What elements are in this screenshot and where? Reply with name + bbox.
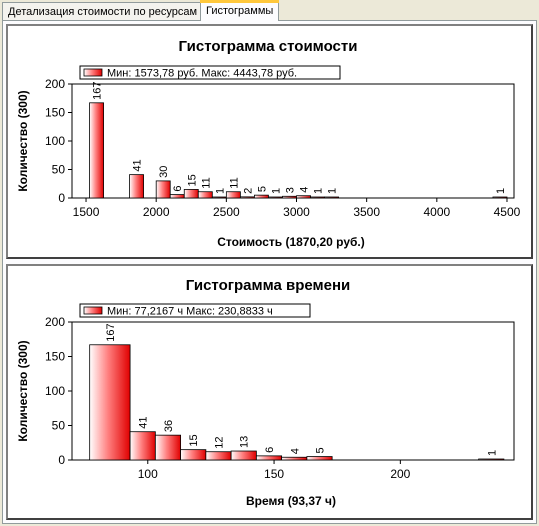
histogram-bar	[154, 434, 182, 461]
time-histogram-chart: Гистограмма времени Мин: 77,2167 ч Макс: …	[16, 277, 515, 508]
y-tick-label: 150	[45, 350, 65, 364]
histogram-bar	[282, 195, 297, 199]
y-tick-label: 200	[45, 77, 65, 91]
bar-value-label: 3	[284, 187, 296, 193]
x-tick-label: 100	[138, 467, 158, 481]
bar-value-label: 6	[264, 447, 276, 453]
histogram-bar	[255, 455, 283, 461]
histogram-bar	[197, 191, 213, 199]
cost-histogram-panel: Гистограмма стоимости Мин: 1573,78 руб. М…	[6, 24, 533, 259]
histogram-bar	[129, 431, 156, 461]
y-tick-label: 100	[45, 134, 65, 148]
bar-value-label: 4	[289, 448, 301, 454]
histogram-bar	[306, 456, 333, 461]
bar-value-label: 1	[327, 188, 339, 194]
chart-title: Гистограмма стоимости	[179, 38, 358, 55]
bar-value-label: 1	[486, 450, 498, 456]
tab-histograms[interactable]: Гистограммы	[200, 0, 280, 21]
time-histogram-panel: Гистограмма времени Мин: 77,2167 ч Макс: …	[6, 264, 533, 520]
x-tick-label: 150	[264, 467, 284, 481]
histogram-bar	[478, 458, 505, 461]
tab-strip: Детализация стоимости по ресурсам Гистог…	[0, 0, 539, 22]
bar-value-label: 11	[200, 177, 212, 188]
x-axis-title: Стоимость (1870,20 руб.)	[217, 235, 365, 249]
x-tick-label: 4500	[494, 205, 521, 219]
bar-value-label: 5	[315, 447, 327, 453]
y-tick-label: 200	[45, 315, 65, 329]
y-tick-label: 50	[52, 419, 66, 433]
y-axis-title: Количество (300)	[16, 90, 30, 191]
bar-value-label: 11	[228, 177, 240, 188]
bar-value-label: 167	[92, 81, 104, 99]
histogram-bar	[239, 196, 255, 199]
histogram-bar	[230, 450, 257, 461]
y-tick-label: 150	[45, 106, 65, 120]
histogram-bar	[281, 456, 308, 461]
histogram-bar	[296, 195, 311, 199]
y-tick-label: 0	[58, 453, 65, 467]
y-tick-label: 50	[52, 163, 66, 177]
x-tick-label: 2000	[143, 205, 170, 219]
bar-value-label: 30	[158, 166, 170, 178]
bar-value-label: 15	[186, 174, 198, 186]
histogram-bar	[180, 449, 207, 461]
legend-swatch	[83, 306, 103, 315]
x-tick-label: 3000	[283, 205, 310, 219]
legend-box	[79, 65, 341, 80]
legend-text: Мин: 77,2167 ч Макс: 230,8833 ч	[107, 306, 273, 318]
bar-value-label: 36	[163, 420, 175, 432]
x-tick-label: 2500	[213, 205, 240, 219]
bar-value-label: 1	[270, 188, 282, 194]
x-tick-label: 1500	[73, 205, 100, 219]
bar-value-label: 2	[242, 188, 254, 194]
bar-value-label: 1	[214, 188, 226, 194]
y-tick-label: 100	[45, 384, 65, 398]
histogram-bar	[183, 189, 199, 199]
bar-value-label: 15	[188, 434, 200, 446]
cost-histogram-chart: Гистограмма стоимости Мин: 1573,78 руб. М…	[16, 38, 521, 249]
chart-title: Гистограмма времени	[186, 277, 351, 294]
x-tick-label: 200	[390, 467, 410, 481]
y-axis-title: Количество (300)	[16, 340, 30, 441]
bar-value-label: 13	[239, 436, 251, 448]
histogram-bar	[155, 180, 171, 199]
histogram-bar	[89, 344, 131, 461]
bar-value-label: 41	[138, 416, 150, 428]
histogram-bar	[254, 194, 269, 199]
bar-value-label: 1	[313, 188, 325, 194]
histogram-bar	[211, 196, 227, 199]
x-tick-label: 4000	[423, 205, 450, 219]
legend-swatch	[83, 68, 103, 77]
legend-box	[79, 303, 311, 318]
histogram-bar	[225, 191, 241, 199]
bar-value-label: 41	[132, 159, 144, 171]
legend-text: Мин: 1573,78 руб. Макс: 4443,78 руб.	[107, 68, 297, 80]
x-tick-label: 3500	[353, 205, 380, 219]
bar-value-label: 1	[495, 188, 507, 194]
histogram-bar	[268, 196, 283, 199]
histogram-bar	[205, 451, 232, 461]
tab-cost-details[interactable]: Детализация стоимости по ресурсам	[2, 2, 204, 20]
x-axis-title: Время (93,37 ч)	[246, 494, 336, 508]
histogram-bar	[324, 196, 340, 199]
histogram-bar	[492, 196, 508, 199]
y-tick-label: 0	[58, 191, 65, 205]
bar-value-label: 12	[213, 436, 225, 448]
bar-value-label: 6	[172, 185, 184, 191]
histogram-bar	[310, 196, 325, 199]
bar-value-label: 167	[105, 323, 117, 341]
plot-area	[71, 83, 515, 199]
bar-value-label: 4	[299, 187, 311, 193]
histogram-bar	[169, 194, 185, 199]
histogram-bar	[89, 102, 104, 199]
histogram-bar	[129, 174, 144, 199]
bar-value-label: 5	[256, 186, 268, 192]
